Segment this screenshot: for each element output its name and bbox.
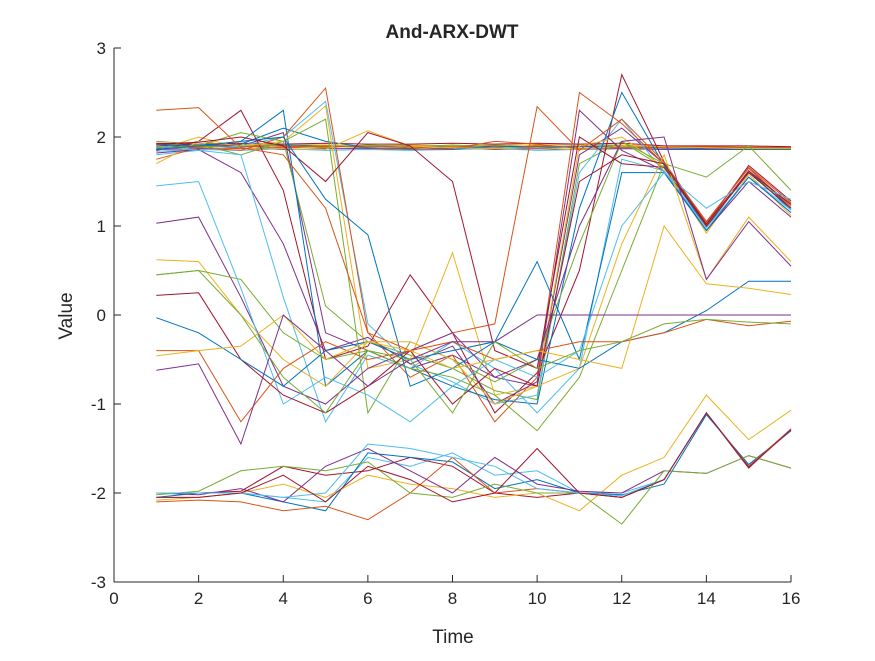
series-line-s40 bbox=[156, 455, 792, 525]
series-line-s28 bbox=[156, 154, 792, 414]
series-line-s25 bbox=[156, 136, 792, 405]
series-line-s21 bbox=[156, 132, 792, 370]
x-tick-label: 16 bbox=[782, 589, 801, 608]
y-tick-label: 1 bbox=[97, 217, 106, 236]
series-group bbox=[156, 73, 792, 525]
y-tick-label: -3 bbox=[91, 573, 106, 592]
y-tick-label: 0 bbox=[97, 306, 106, 325]
y-ticks: -3 -2 -1 0 1 2 3 bbox=[91, 39, 121, 592]
y-tick-label: -1 bbox=[91, 395, 106, 414]
x-tick-label: 8 bbox=[448, 589, 457, 608]
chart-title: And-ARX-DWT bbox=[386, 22, 519, 43]
x-tick-label: 0 bbox=[109, 589, 118, 608]
x-tick-label: 4 bbox=[279, 589, 288, 608]
x-tick-label: 10 bbox=[528, 589, 547, 608]
series-line-s42 bbox=[156, 412, 792, 503]
x-tick-label: 12 bbox=[612, 589, 631, 608]
y-axis-label: Value bbox=[56, 292, 77, 339]
y-tick-label: -2 bbox=[91, 484, 106, 503]
series-line-s33 bbox=[156, 269, 792, 414]
x-axis-label: Time bbox=[432, 627, 474, 648]
series-line-s38 bbox=[156, 394, 792, 512]
series-line-s15 bbox=[156, 91, 792, 405]
x-tick-label: 2 bbox=[194, 589, 203, 608]
series-line-s23 bbox=[156, 105, 792, 352]
series-line-s30 bbox=[156, 318, 792, 423]
x-tick-label: 6 bbox=[363, 589, 372, 608]
y-tick-label: 2 bbox=[97, 128, 106, 147]
series-line-s32 bbox=[156, 314, 791, 446]
series-line-s24 bbox=[156, 153, 792, 405]
series-line-s31 bbox=[156, 224, 792, 369]
x-tick-label: 14 bbox=[697, 589, 716, 608]
series-line-s18 bbox=[156, 109, 792, 405]
y-tick-label: 3 bbox=[97, 39, 106, 58]
x-ticks: 0 2 4 6 8 10 12 14 16 bbox=[109, 575, 800, 608]
